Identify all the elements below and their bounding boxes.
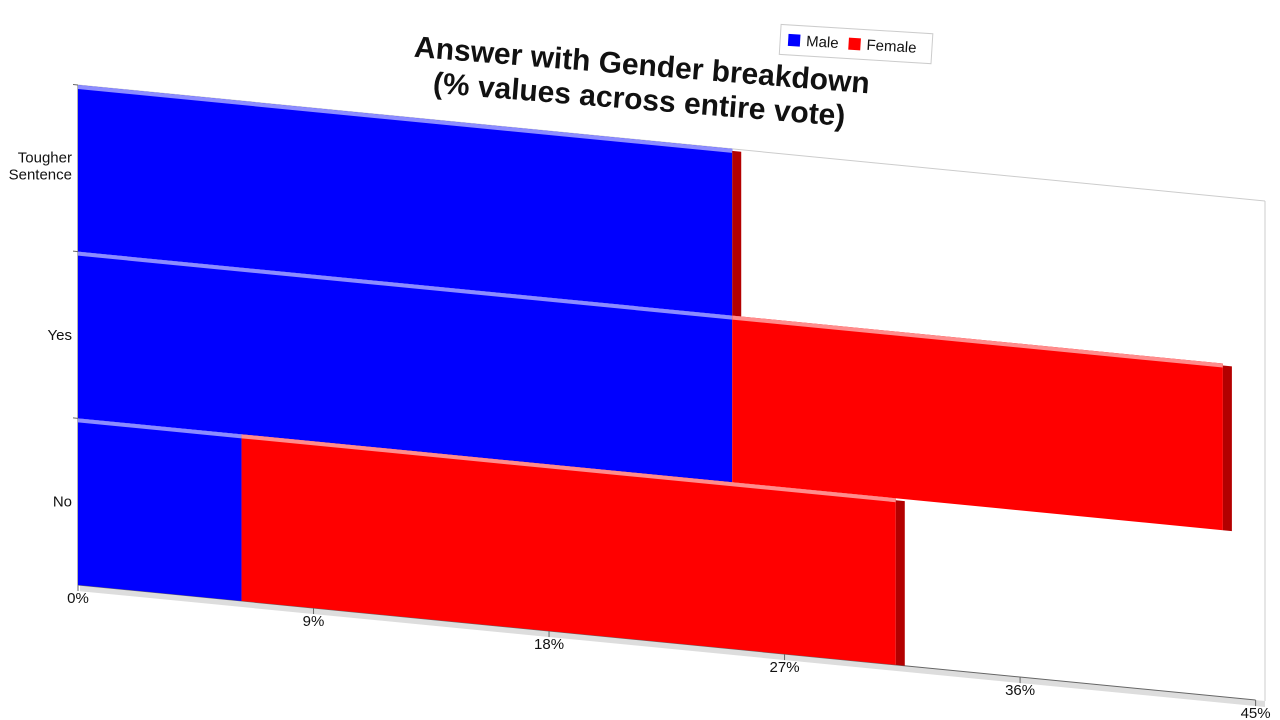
chart-title: Answer with Gender breakdown(% values ac… (410, 31, 871, 135)
x-tick-label: 0% (67, 590, 89, 607)
y-tick-label: Yes (48, 327, 72, 344)
legend: Male Female (778, 23, 934, 65)
bar (732, 315, 1223, 531)
x-tick-label: 36% (1005, 682, 1035, 699)
x-tick-label: 9% (303, 613, 325, 630)
x-tick-label: 27% (770, 659, 800, 676)
legend-items: Male Female (787, 33, 917, 57)
bar (78, 85, 733, 316)
bar (78, 251, 733, 483)
bar (78, 418, 242, 601)
x-tick-label: 45% (1241, 705, 1271, 720)
overlay: 0% 9% 18% 27% 36% 45% Tougher Sentence Yes No (9, 149, 1271, 720)
bar-side (732, 150, 742, 317)
bar-side (1222, 365, 1232, 532)
bar-top (78, 418, 242, 439)
y-tick-label: No (53, 494, 72, 511)
legend-swatch (848, 37, 861, 51)
legend-label: Male (806, 33, 839, 52)
x-tick-label: 18% (534, 636, 564, 653)
legend-swatch (787, 33, 801, 47)
floor (80, 585, 1265, 707)
y-tick-label: Tougher Sentence (9, 149, 72, 183)
bar-side (895, 500, 905, 666)
bar-top (78, 85, 733, 153)
legend-label: Female (866, 37, 917, 57)
bar-top (241, 434, 896, 503)
bar-top (78, 251, 733, 320)
bar (241, 434, 896, 665)
plot-area (73, 84, 1266, 707)
bar-top (732, 315, 1223, 368)
